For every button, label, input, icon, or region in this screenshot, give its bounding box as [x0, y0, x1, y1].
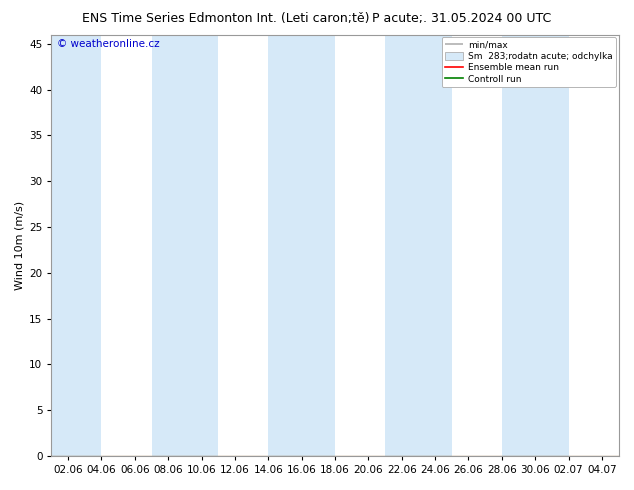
Bar	[152, 35, 218, 456]
Bar	[268, 35, 335, 456]
Bar	[502, 35, 569, 456]
Y-axis label: Wind 10m (m/s): Wind 10m (m/s)	[15, 201, 25, 290]
Text: © weatheronline.cz: © weatheronline.cz	[57, 39, 160, 49]
Bar	[35, 35, 101, 456]
Bar	[385, 35, 452, 456]
Text: P acute;. 31.05.2024 00 UTC: P acute;. 31.05.2024 00 UTC	[372, 12, 552, 25]
Text: ENS Time Series Edmonton Int. (Leti caron;tě): ENS Time Series Edmonton Int. (Leti caro…	[82, 12, 370, 25]
Legend: min/max, Sm  283;rodatn acute; odchylka, Ensemble mean run, Controll run: min/max, Sm 283;rodatn acute; odchylka, …	[441, 37, 616, 87]
